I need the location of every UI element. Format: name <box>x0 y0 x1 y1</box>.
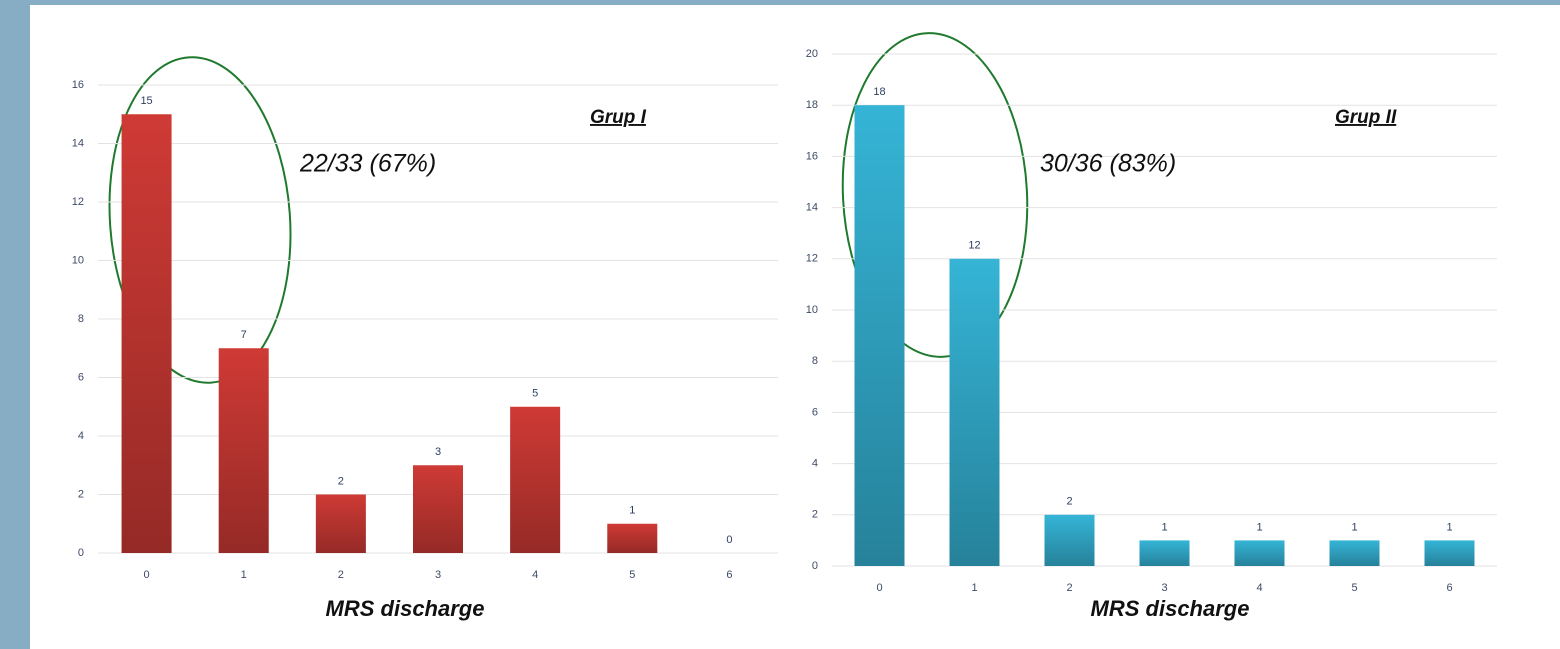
bar <box>1424 540 1475 566</box>
bar <box>315 494 366 553</box>
chart-title: Grup II <box>1335 107 1397 128</box>
highlight-ellipse <box>108 56 292 384</box>
value-label: 7 <box>241 329 247 341</box>
y-tick-label: 2 <box>812 509 818 521</box>
x-axis-label: MRS discharge <box>326 596 485 621</box>
value-label: 2 <box>338 475 344 487</box>
value-label: 5 <box>532 388 538 400</box>
bar <box>121 114 172 553</box>
y-tick-label: 2 <box>78 488 84 500</box>
value-label: 2 <box>1066 496 1072 508</box>
x-tick-label: 3 <box>435 569 441 581</box>
highlight-ellipse <box>841 32 1029 358</box>
y-tick-label: 14 <box>72 137 84 149</box>
y-tick-label: 10 <box>806 304 818 316</box>
x-tick-label: 5 <box>1351 582 1357 594</box>
x-tick-label: 4 <box>1256 582 1262 594</box>
x-tick-label: 5 <box>629 569 635 581</box>
y-tick-label: 10 <box>72 254 84 266</box>
y-tick-label: 4 <box>78 430 84 442</box>
y-tick-label: 16 <box>72 79 84 91</box>
x-tick-label: 1 <box>971 582 977 594</box>
bar <box>607 523 658 553</box>
y-tick-label: 0 <box>812 560 818 572</box>
bar <box>413 465 463 553</box>
x-tick-label: 2 <box>1066 582 1072 594</box>
x-tick-label: 6 <box>726 569 732 581</box>
x-tick-label: 1 <box>241 569 247 581</box>
slide-background <box>30 5 1560 649</box>
value-label: 15 <box>140 95 152 107</box>
bar <box>1139 540 1190 566</box>
bar <box>510 406 561 553</box>
y-tick-label: 6 <box>812 406 818 418</box>
y-tick-label: 16 <box>806 150 818 162</box>
value-label: 1 <box>1256 521 1262 533</box>
y-tick-label: 12 <box>72 196 84 208</box>
bar <box>1044 514 1095 566</box>
value-label: 18 <box>873 86 885 98</box>
x-tick-label: 0 <box>144 569 150 581</box>
y-tick-label: 18 <box>806 99 818 111</box>
value-label: 3 <box>435 446 441 458</box>
y-tick-label: 12 <box>806 253 818 265</box>
value-label: 1 <box>1351 521 1357 533</box>
x-tick-label: 0 <box>876 582 882 594</box>
chart-title: Grup I <box>590 107 647 128</box>
value-label: 1 <box>629 505 635 517</box>
value-label: 12 <box>968 240 980 252</box>
y-tick-label: 8 <box>812 355 818 367</box>
y-tick-label: 20 <box>806 48 818 60</box>
x-axis-label: MRS discharge <box>1091 596 1250 621</box>
x-tick-label: 2 <box>338 569 344 581</box>
x-tick-label: 6 <box>1446 582 1452 594</box>
x-tick-label: 4 <box>532 569 538 581</box>
y-tick-label: 0 <box>78 547 84 559</box>
bar <box>949 258 1000 566</box>
y-tick-label: 14 <box>806 202 818 214</box>
value-label: 1 <box>1161 521 1167 533</box>
y-tick-label: 8 <box>78 313 84 325</box>
bar <box>1234 540 1285 566</box>
y-tick-label: 6 <box>78 371 84 383</box>
bar <box>218 348 269 553</box>
value-label: 0 <box>726 534 732 546</box>
value-label: 1 <box>1446 521 1452 533</box>
x-tick-label: 3 <box>1161 582 1167 594</box>
bar <box>1329 540 1380 566</box>
annotation: 30/36 (83%) <box>1040 150 1176 178</box>
bar <box>854 105 905 566</box>
y-tick-label: 4 <box>812 458 818 470</box>
annotation: 22/33 (67%) <box>299 150 436 178</box>
